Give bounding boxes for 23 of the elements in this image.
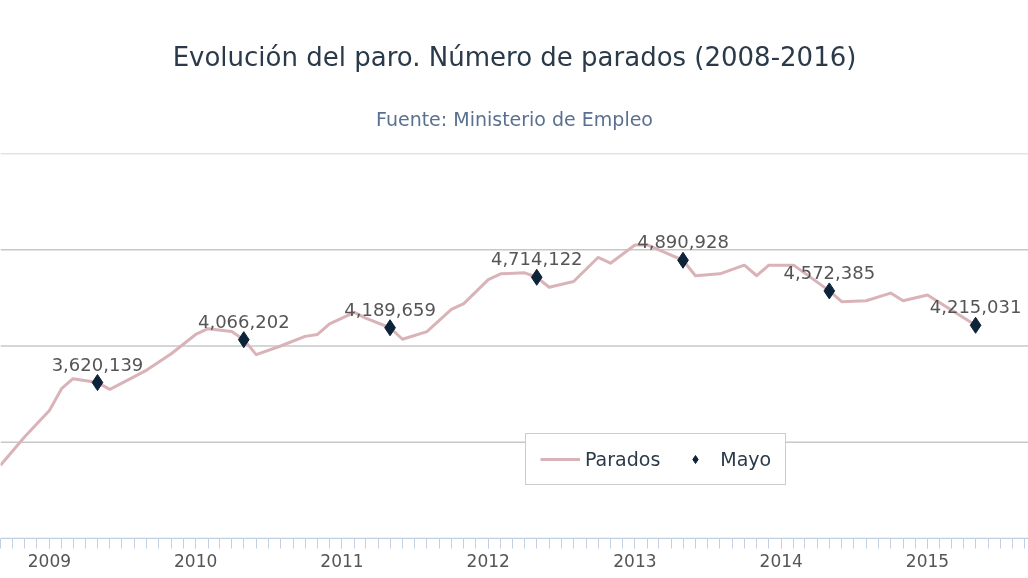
x-tick-label: 2013 [613, 550, 657, 571]
data-label: 4,215,031 [929, 296, 1022, 318]
data-label: 4,890,928 [637, 231, 729, 253]
data-label: 4,189,659 [344, 298, 436, 320]
x-tick-label: 2009 [27, 550, 72, 571]
legend-label: Parados [585, 448, 661, 470]
x-tick-label: 2015 [905, 550, 950, 571]
point [969, 316, 982, 334]
chart-subtitle: Fuente: Ministerio de Empleo [376, 108, 653, 130]
chart-title: Evolución del paro. Número de parados (2008-2016) [172, 41, 857, 72]
x-tick-label: 2014 [759, 550, 803, 571]
x-tick-label: 2012 [466, 550, 510, 571]
data-label: 3,620,139 [51, 353, 144, 375]
legend-label: Mayo [720, 448, 772, 470]
data-label: 4,714,122 [490, 248, 583, 270]
data-label: 4,572,385 [783, 261, 876, 283]
x-tick-label: 2010 [174, 550, 218, 571]
point [823, 282, 836, 300]
point [530, 268, 543, 286]
data-label: 4,066,202 [197, 310, 290, 332]
x-tick-label: 2011 [320, 550, 364, 571]
point [91, 374, 104, 392]
point [237, 331, 250, 349]
